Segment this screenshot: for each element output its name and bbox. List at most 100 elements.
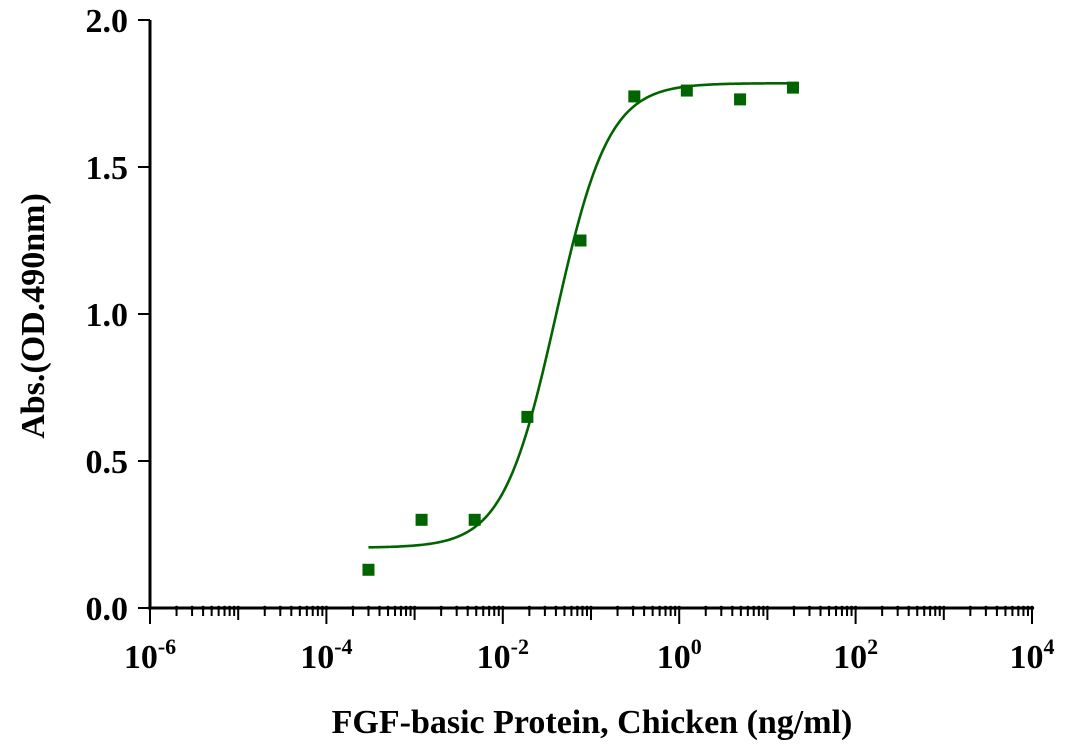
- fit-curve: [368, 81, 793, 549]
- x-axis-dot: [398, 605, 404, 611]
- x-axis-dot: [222, 605, 227, 611]
- x-axis-dot: [730, 605, 735, 611]
- x-axis-dot: [765, 605, 770, 611]
- x-axis-dot: [297, 605, 303, 611]
- x-axis-dot: [200, 605, 206, 611]
- x-axis-dot: [392, 605, 398, 611]
- x-axis-dot: [906, 605, 911, 611]
- x-axis-title: FGF-basic Protein, Chicken (ng/ml): [332, 704, 853, 741]
- x-tick-label: 10-6: [124, 634, 176, 676]
- data-point: [628, 90, 641, 103]
- x-axis-dot: [500, 605, 505, 611]
- x-axis-dot: [668, 605, 673, 611]
- x-axis-dot: [839, 605, 845, 611]
- x-axis-dot: [761, 605, 766, 611]
- x-axis-dot: [408, 605, 413, 611]
- x-axis-dot: [412, 605, 417, 611]
- x-axis-dot: [807, 605, 812, 611]
- x-axis-dot: [826, 605, 832, 611]
- x-axis-dot: [492, 605, 497, 611]
- data-point: [734, 93, 747, 106]
- x-axis-dot: [849, 605, 854, 611]
- x-axis-dot: [575, 605, 580, 611]
- tick-labels: 0.0 0.5 1.0 1.5 2.0 10-6 10-4 10-2 100 102 104: [86, 3, 1055, 676]
- x-axis-dot: [304, 605, 310, 611]
- x-axis-dot: [941, 605, 946, 611]
- y-tick-label: 2.0: [86, 3, 129, 40]
- x-axis-dot: [738, 605, 744, 611]
- x-axis-dot: [562, 605, 567, 611]
- x-axis-dot: [818, 605, 823, 611]
- x-axis-dot: [1003, 605, 1008, 611]
- x-axis-dot: [324, 605, 329, 611]
- x-axis-dot: [650, 605, 655, 611]
- x-axis-dot: [262, 605, 267, 611]
- ticks: [138, 19, 1035, 624]
- x-axis-dot: [745, 605, 751, 611]
- x-axis-dot: [588, 605, 594, 611]
- x-tick-label: 10-4: [300, 634, 352, 676]
- x-axis-dot: [569, 605, 574, 611]
- fit-curve-layer: [368, 81, 793, 549]
- data-point: [415, 513, 428, 526]
- x-axis-dot: [756, 605, 762, 611]
- x-axis-dot: [1021, 605, 1026, 611]
- x-axis-dot: [527, 605, 532, 611]
- x-axis-dot: [350, 605, 356, 611]
- x-axis-dot: [231, 605, 237, 611]
- x-axis-dot: [1010, 605, 1015, 611]
- x-axis-dot: [454, 605, 459, 611]
- x-axis-dot: [1016, 605, 1021, 611]
- x-axis-dot: [385, 605, 391, 611]
- x-axis-dot: [310, 605, 315, 611]
- x-axis-dot: [438, 605, 444, 611]
- x-axis-dot: [289, 605, 294, 611]
- x-axis-dot: [542, 605, 548, 611]
- x-axis-dot: [278, 605, 283, 611]
- x-axis-dot: [630, 605, 636, 611]
- data-point: [521, 410, 534, 423]
- y-tick-label: 0.5: [86, 444, 129, 481]
- x-axis-dot: [486, 605, 492, 611]
- x-axis-dot: [1029, 605, 1035, 611]
- data-point: [468, 513, 481, 526]
- x-tick-label: 100: [657, 634, 702, 676]
- x-axis-dot: [922, 605, 927, 611]
- x-axis-dot: [465, 605, 470, 611]
- data-point: [574, 234, 587, 247]
- x-axis-dot: [366, 605, 371, 611]
- x-axis-dot: [791, 605, 797, 611]
- axes: [148, 20, 1032, 610]
- x-axis-dot: [209, 605, 214, 611]
- x-axis-dot: [663, 605, 668, 611]
- x-axis-dot: [657, 605, 662, 611]
- x-axis-dot: [580, 605, 585, 611]
- data-point: [680, 84, 693, 97]
- x-axis-dot: [968, 605, 973, 611]
- x-axis-dot: [584, 605, 590, 611]
- y-tick-label: 1.0: [86, 297, 129, 334]
- x-axis-dot: [377, 605, 382, 611]
- x-axis-dot: [481, 605, 486, 611]
- x-axis-dot: [315, 605, 321, 611]
- y-tick-label: 0.0: [86, 591, 129, 628]
- x-axis-dot: [915, 605, 920, 611]
- x-tick-label: 102: [833, 634, 878, 676]
- x-axis-dot: [703, 605, 708, 611]
- x-axis-dot: [216, 605, 221, 611]
- x-axis-dot: [853, 605, 858, 611]
- x-axis-dot: [474, 605, 479, 611]
- x-axis-dot: [672, 605, 678, 611]
- x-axis-dot: [1025, 605, 1031, 611]
- x-axis-dot: [641, 605, 647, 611]
- x-axis-dot: [174, 605, 179, 611]
- x-tick-label: 10-2: [477, 634, 529, 676]
- x-axis-dot: [236, 605, 241, 611]
- data-points: [362, 81, 799, 576]
- y-tick-label: 1.5: [86, 150, 129, 187]
- x-axis-dot: [147, 605, 153, 611]
- x-axis-dot: [751, 605, 756, 611]
- data-point: [786, 81, 799, 94]
- x-axis-dot: [553, 605, 559, 611]
- x-axis-dot: [227, 605, 232, 611]
